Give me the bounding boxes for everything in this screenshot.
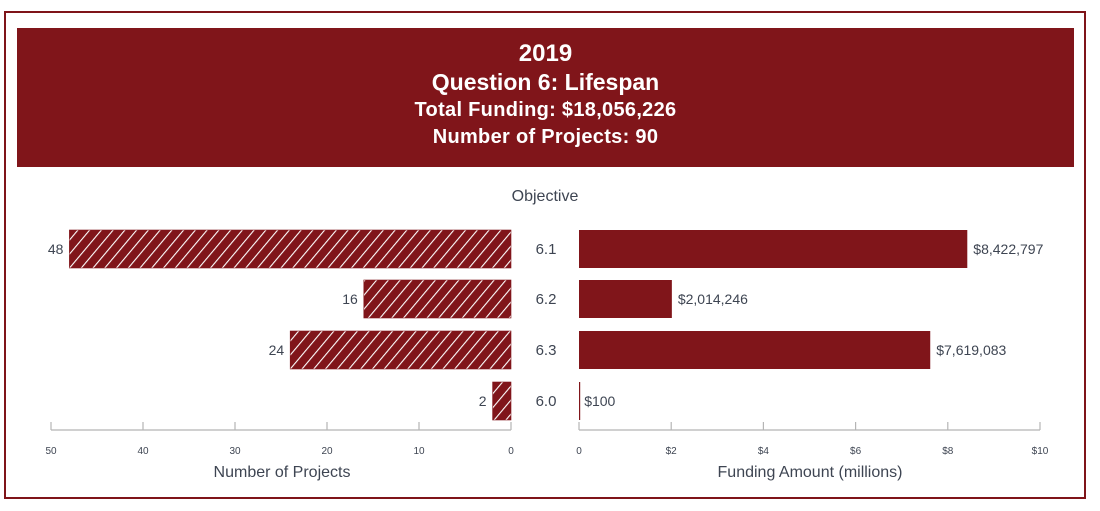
funding-label: $2,014,246 <box>678 291 748 307</box>
right-tick-label: $6 <box>850 446 862 457</box>
left-tick-label: 50 <box>45 446 57 457</box>
title-banner: 2019 Question 6: Lifespan Total Funding:… <box>17 28 1074 167</box>
right-axis-title: Funding Amount (millions) <box>718 464 903 481</box>
funding-label: $7,619,083 <box>936 342 1006 358</box>
objective-label: 6.2 <box>536 291 557 308</box>
right-tick-label: $10 <box>1032 446 1049 457</box>
funding-bar <box>579 280 672 318</box>
total-funding: Total Funding: $18,056,226 <box>414 99 677 121</box>
left-tick-label: 20 <box>321 446 333 457</box>
project-count-bar <box>289 330 512 370</box>
project-count-bar <box>69 229 512 269</box>
project-count-bar <box>363 279 512 319</box>
funding-label: $8,422,797 <box>973 241 1043 257</box>
project-count-label: 48 <box>48 241 64 257</box>
number-of-projects: Number of Projects: 90 <box>432 126 659 148</box>
center-axis-title: Objective <box>512 188 579 205</box>
chart-frame <box>4 11 1086 499</box>
left-tick-label: 40 <box>137 446 149 457</box>
project-count-bar <box>492 381 512 421</box>
objective-labels: 6.1 6.2 6.3 6.0 <box>536 241 557 410</box>
chart-year: 2019 <box>518 40 573 67</box>
left-tick-label: 10 <box>413 446 425 457</box>
left-tick-label: 30 <box>229 446 241 457</box>
left-tick-label: 0 <box>508 446 514 457</box>
project-count-axis: 50 40 30 20 10 0 <box>45 422 514 457</box>
objective-label: 6.1 <box>536 241 557 258</box>
project-count-bars: 48 16 24 2 <box>48 229 512 421</box>
project-count-label: 24 <box>269 342 285 358</box>
project-count-label: 2 <box>479 393 487 409</box>
funding-axis: 0 $2 $4 $6 $8 $10 <box>576 422 1049 457</box>
chart-title: Question 6: Lifespan <box>431 69 660 95</box>
funding-bar <box>579 230 968 268</box>
funding-bars: $8,422,797 $2,014,246 $7,619,083 $100 <box>579 230 1044 420</box>
right-tick-label: 0 <box>576 446 582 457</box>
funding-bar <box>579 331 931 369</box>
funding-bar <box>579 382 581 420</box>
project-count-label: 16 <box>342 291 358 307</box>
right-tick-label: $4 <box>758 446 770 457</box>
objective-label: 6.0 <box>536 393 557 410</box>
left-axis-title: Number of Projects <box>214 464 351 481</box>
funding-label: $100 <box>584 393 615 409</box>
right-tick-label: $8 <box>942 446 954 457</box>
right-tick-label: $2 <box>666 446 678 457</box>
objective-label: 6.3 <box>536 342 557 359</box>
